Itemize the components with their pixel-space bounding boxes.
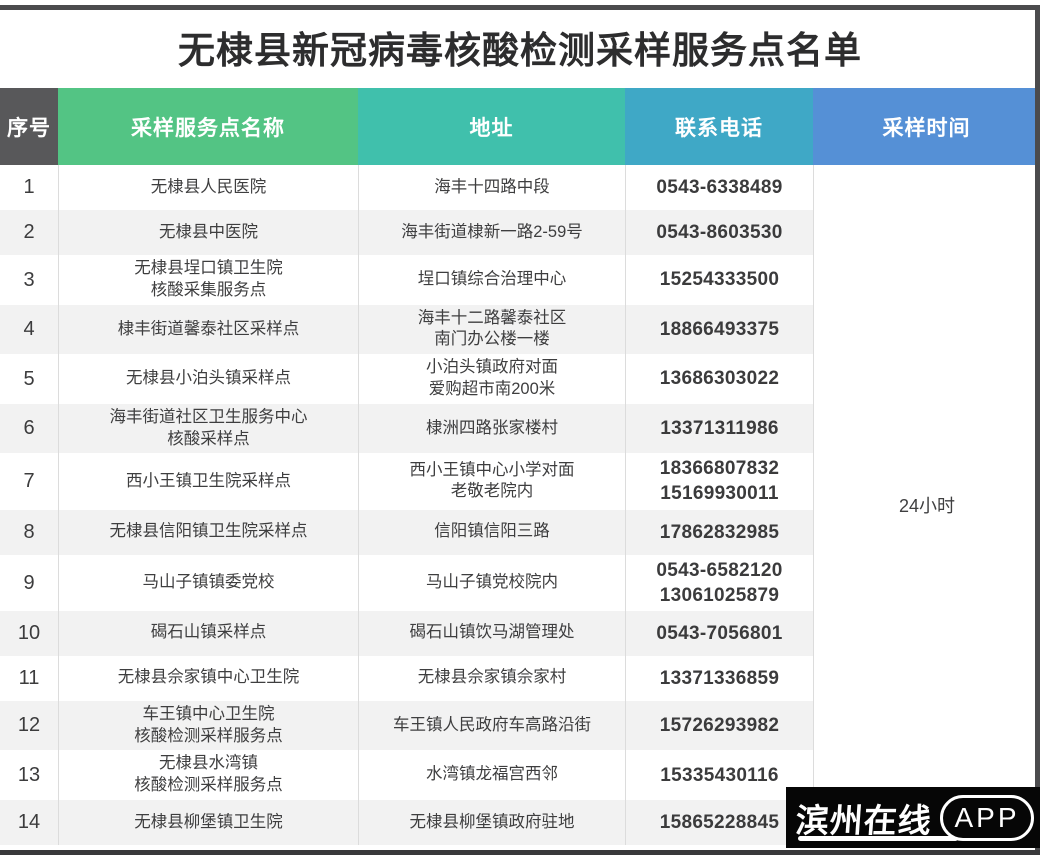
table-row: 11 无棣县佘家镇中心卫生院 无棣县佘家镇佘家村 13371336859 — [0, 655, 813, 701]
cell-serial: 2 — [23, 221, 35, 244]
cell-phone: 0543-8603530 — [625, 210, 813, 255]
cell-address: 碣石山镇饮马湖管理处 — [358, 610, 625, 656]
table-body-rows: 1 无棣县人民医院 海丰十四路中段 0543-6338489 2 无棣县中医院 … — [0, 165, 813, 845]
cell-address: 信阳镇信阳三路 — [358, 509, 625, 555]
cell-site-name: 无棣县柳堡镇卫生院 — [58, 800, 358, 845]
cell-address: 棣洲四路张家楼村 — [358, 403, 625, 454]
cell-site-name: 海丰街道社区卫生服务中心 核酸采样点 — [58, 403, 358, 454]
cell-serial: 10 — [17, 622, 41, 645]
cell-serial: 5 — [23, 367, 35, 390]
watermark-brand: 滨州在线 — [794, 801, 934, 839]
cell-address: 海丰十二路馨泰社区 南门办公楼一楼 — [358, 304, 625, 355]
table-header-row: 序号 采样服务点名称 地址 联系电话 采样时间 — [0, 88, 1040, 165]
cell-site-name: 无棣县信阳镇卫生院采样点 — [58, 509, 358, 555]
cell-serial: 4 — [23, 318, 35, 341]
cell-phone: 0543-7056801 — [625, 610, 813, 656]
table-row: 3 无棣县埕口镇卫生院 核酸采集服务点 埕口镇综合治理中心 1525433350… — [0, 255, 813, 305]
table-row: 12 车王镇中心卫生院 核酸检测采样服务点 车王镇人民政府车高路沿街 15726… — [0, 700, 813, 751]
cell-site-name: 无棣县水湾镇 核酸检测采样服务点 — [58, 750, 358, 800]
cell-phone: 18366807832 15169930011 — [625, 453, 813, 510]
header-cell-sampling-time: 采样时间 — [813, 88, 1040, 165]
cell-address: 西小王镇中心小学对面 老敬老院内 — [358, 453, 625, 510]
bottom-border-bar — [0, 850, 1040, 855]
watermark-app-badge: APP — [940, 794, 1034, 841]
cell-phone: 0543-6582120 13061025879 — [625, 554, 813, 611]
header-cell-phone: 联系电话 — [625, 88, 813, 165]
table-row: 9 马山子镇镇委党校 马山子镇党校院内 0543-6582120 1306102… — [0, 554, 813, 611]
cell-phone: 15254333500 — [625, 255, 813, 305]
header-cell-address: 地址 — [358, 88, 625, 165]
cell-address: 海丰街道棣新一路2-59号 — [358, 210, 625, 255]
cell-serial: 13 — [17, 764, 41, 786]
cell-serial: 8 — [23, 520, 35, 543]
cell-serial: 14 — [17, 811, 41, 834]
cell-address: 水湾镇龙福宫西邻 — [358, 750, 625, 800]
right-border-bar — [1035, 5, 1040, 855]
cell-phone: 13686303022 — [625, 354, 813, 404]
cell-site-name: 车王镇中心卫生院 核酸检测采样服务点 — [58, 700, 358, 751]
table-row: 2 无棣县中医院 海丰街道棣新一路2-59号 0543-8603530 — [0, 210, 813, 255]
cell-serial: 11 — [18, 667, 40, 690]
table-row: 14 无棣县柳堡镇卫生院 无棣县柳堡镇政府驻地 15865228845 — [0, 800, 813, 845]
cell-phone: 15865228845 — [625, 800, 813, 845]
table-row: 6 海丰街道社区卫生服务中心 核酸采样点 棣洲四路张家楼村 1337131198… — [0, 403, 813, 454]
cell-phone: 18866493375 — [625, 304, 813, 355]
table-row: 8 无棣县信阳镇卫生院采样点 信阳镇信阳三路 17862832985 — [0, 509, 813, 555]
cell-phone: 0543-6338489 — [625, 165, 813, 210]
cell-site-name: 碣石山镇采样点 — [58, 610, 358, 656]
cell-site-name: 无棣县中医院 — [58, 210, 358, 255]
table-row: 13 无棣县水湾镇 核酸检测采样服务点 水湾镇龙福宫西邻 15335430116 — [0, 750, 813, 800]
watermark-underline — [798, 836, 958, 841]
header-cell-serial: 序号 — [0, 88, 58, 165]
table-row: 10 碣石山镇采样点 碣石山镇饮马湖管理处 0543-7056801 — [0, 610, 813, 656]
cell-address: 埕口镇综合治理中心 — [358, 255, 625, 305]
cell-address: 车王镇人民政府车高路沿街 — [358, 700, 625, 751]
cell-site-name: 西小王镇卫生院采样点 — [58, 453, 358, 510]
cell-site-name: 无棣县埕口镇卫生院 核酸采集服务点 — [58, 255, 358, 305]
cell-site-name: 无棣县小泊头镇采样点 — [58, 354, 358, 404]
cell-address: 海丰十四路中段 — [358, 165, 625, 210]
cell-phone: 13371336859 — [625, 655, 813, 701]
cell-serial: 7 — [23, 470, 35, 493]
sampling-time-merged-cell: 24小时 — [813, 165, 1040, 845]
cell-phone: 15726293982 — [625, 700, 813, 751]
cell-address: 马山子镇党校院内 — [358, 554, 625, 611]
cell-serial: 3 — [23, 268, 35, 291]
table-body: 1 无棣县人民医院 海丰十四路中段 0543-6338489 2 无棣县中医院 … — [0, 165, 1040, 845]
cell-site-name: 马山子镇镇委党校 — [58, 554, 358, 611]
table-row: 1 无棣县人民医院 海丰十四路中段 0543-6338489 — [0, 165, 813, 210]
table-row: 4 棣丰街道馨泰社区采样点 海丰十二路馨泰社区 南门办公楼一楼 18866493… — [0, 304, 813, 355]
cell-phone: 13371311986 — [625, 403, 813, 454]
title-area: 无棣县新冠病毒核酸检测采样服务点名单 — [0, 5, 1040, 88]
cell-serial: 9 — [23, 571, 35, 594]
cell-address: 小泊头镇政府对面 爱购超市南200米 — [358, 354, 625, 404]
cell-site-name: 无棣县佘家镇中心卫生院 — [58, 655, 358, 701]
cell-address: 无棣县柳堡镇政府驻地 — [358, 800, 625, 845]
cell-serial: 6 — [23, 417, 35, 440]
top-border-bar — [0, 5, 1040, 10]
header-cell-site-name: 采样服务点名称 — [58, 88, 358, 165]
cell-phone: 17862832985 — [625, 509, 813, 555]
table-row: 5 无棣县小泊头镇采样点 小泊头镇政府对面 爱购超市南200米 13686303… — [0, 354, 813, 404]
cell-site-name: 无棣县人民医院 — [58, 165, 358, 210]
cell-site-name: 棣丰街道馨泰社区采样点 — [58, 304, 358, 355]
cell-serial: 12 — [17, 714, 41, 737]
page-title: 无棣县新冠病毒核酸检测采样服务点名单 — [178, 29, 862, 71]
watermark: 滨州在线 APP — [786, 787, 1040, 848]
cell-phone: 15335430116 — [625, 750, 813, 800]
cell-serial: 1 — [23, 176, 35, 199]
cell-address: 无棣县佘家镇佘家村 — [358, 655, 625, 701]
table-row: 7 西小王镇卫生院采样点 西小王镇中心小学对面 老敬老院内 1836680783… — [0, 453, 813, 510]
